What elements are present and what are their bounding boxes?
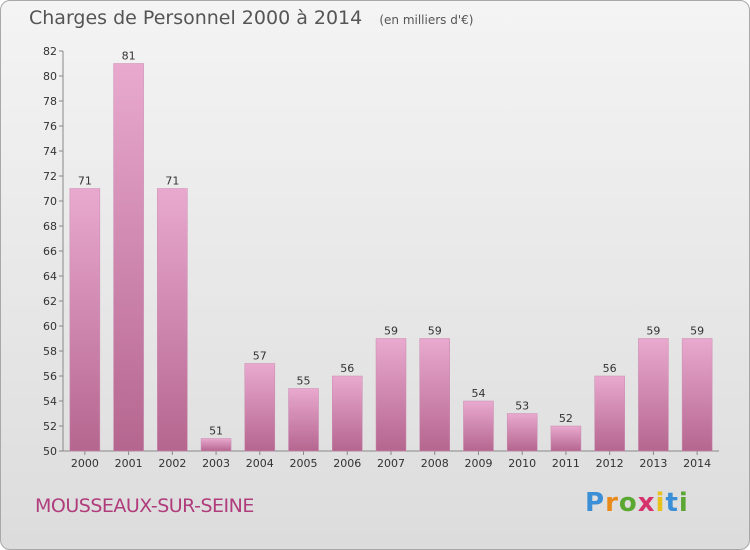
y-tick-label: 64 xyxy=(43,270,57,283)
x-tick-label-2000: 2000 xyxy=(71,457,99,470)
value-label-2008: 59 xyxy=(428,325,442,338)
y-tick-label: 66 xyxy=(43,245,57,258)
bar-2006 xyxy=(332,375,363,452)
value-label-2004: 57 xyxy=(253,350,267,363)
bar-2005 xyxy=(288,388,319,452)
value-label-2006: 56 xyxy=(340,362,354,375)
x-tick-label-2014: 2014 xyxy=(683,457,711,470)
bar-2009 xyxy=(463,400,494,452)
bar-2010 xyxy=(506,413,538,452)
x-tick-label-2012: 2012 xyxy=(596,457,624,470)
value-label-2010: 53 xyxy=(515,400,529,413)
x-tick-label-2011: 2011 xyxy=(552,457,580,470)
bar-2002 xyxy=(157,188,188,452)
bar-2014 xyxy=(681,338,713,452)
bar-2011 xyxy=(550,425,582,452)
value-label-2011: 52 xyxy=(559,412,573,425)
x-tick-label-2001: 2001 xyxy=(115,457,143,470)
y-tick-label: 82 xyxy=(43,45,57,58)
y-tick-label: 60 xyxy=(43,320,57,333)
bar-2007 xyxy=(375,338,407,452)
value-label-2005: 55 xyxy=(297,375,311,388)
value-label-2012: 56 xyxy=(603,362,617,375)
x-tick-label-2010: 2010 xyxy=(508,457,536,470)
value-label-2000: 71 xyxy=(78,175,92,188)
value-label-2001: 81 xyxy=(122,50,136,63)
value-label-2007: 59 xyxy=(384,325,398,338)
y-tick-label: 70 xyxy=(43,195,57,208)
bar-2004 xyxy=(244,363,276,452)
y-tick-label: 74 xyxy=(43,145,57,158)
value-label-2014: 59 xyxy=(690,325,704,338)
chart-title: Charges de Personnel 2000 à 2014 xyxy=(29,7,363,29)
x-tick-label-2004: 2004 xyxy=(246,457,274,470)
x-tick-label-2007: 2007 xyxy=(377,457,405,470)
bar-2001 xyxy=(113,63,144,452)
y-tick-label: 80 xyxy=(43,70,57,83)
bar-2008 xyxy=(419,338,450,452)
y-tick-label: 52 xyxy=(43,420,57,433)
x-tick-label-2008: 2008 xyxy=(421,457,449,470)
value-label-2002: 71 xyxy=(165,175,179,188)
y-tick-label: 56 xyxy=(43,370,57,383)
y-tick-label: 58 xyxy=(43,345,57,358)
x-tick-label-2003: 2003 xyxy=(202,457,230,470)
y-tick-label: 54 xyxy=(43,395,57,408)
y-tick-label: 62 xyxy=(43,295,57,308)
y-tick-label: 76 xyxy=(43,120,57,133)
y-tick-label: 72 xyxy=(43,170,57,183)
y-tick-label: 78 xyxy=(43,95,57,108)
bar-2013 xyxy=(638,338,669,452)
chart-unit: (en milliers d'€) xyxy=(379,13,474,27)
value-label-2013: 59 xyxy=(646,325,660,338)
title-row: Charges de Personnel 2000 à 2014 (en mil… xyxy=(29,7,473,29)
x-tick-label-2002: 2002 xyxy=(158,457,186,470)
city-name: MOUSSEAUX-SUR-SEINE xyxy=(35,495,254,517)
x-tick-label-2013: 2013 xyxy=(639,457,667,470)
y-tick-label: 50 xyxy=(43,445,57,458)
bar-2003 xyxy=(200,438,232,452)
x-tick-label-2006: 2006 xyxy=(333,457,361,470)
x-tick-label-2005: 2005 xyxy=(290,457,318,470)
value-label-2009: 54 xyxy=(471,387,485,400)
x-tick-label-2009: 2009 xyxy=(464,457,492,470)
proxiti-logo: Proxiti xyxy=(585,488,689,518)
bar-2012 xyxy=(594,375,625,452)
value-label-2003: 51 xyxy=(209,425,223,438)
bar-2000 xyxy=(69,188,101,452)
y-tick-label: 68 xyxy=(43,220,57,233)
